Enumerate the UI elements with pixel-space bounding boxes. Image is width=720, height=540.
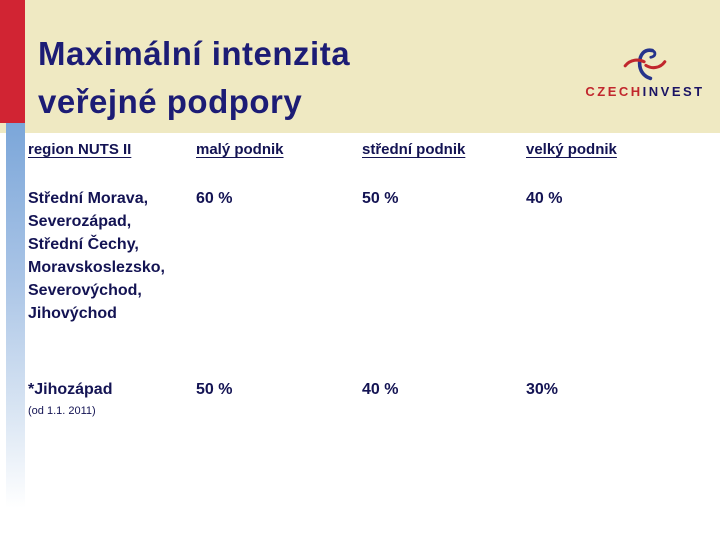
czechinvest-logo-text: CZECHINVEST [585,84,705,99]
value-velky-row1: 40 % [526,190,563,207]
header-region-nuts: region NUTS II [28,141,132,158]
region-line: Severozápad, [28,213,132,230]
value-maly-row1: 60 % [196,190,233,207]
value-stredni-row2: 40 % [362,381,399,398]
slide-title-line-1: Maximální intenzita [38,35,351,73]
czechinvest-logo: CZECHINVEST [585,46,705,99]
slide-title-line-2: veřejné podpory [38,83,303,121]
region-line: *Jihozápad [28,381,113,398]
region-line: Moravskoslezsko, [28,259,165,276]
value-velky-row2: 30% [526,381,559,398]
region-line: Střední Čechy, [28,236,139,253]
region-line: Jihovýchod [28,305,117,322]
logo-text-czech: CZECH [585,84,643,99]
header-velky-podnik: velký podnik [526,141,617,158]
region-line: Severovýchod, [28,282,142,299]
logo-text-invest: INVEST [642,84,705,99]
title-background-band [0,0,720,133]
table-header-row: region NUTS II malý podnik střední podni… [28,141,712,158]
table-row: *Jihozápad (od 1.1. 2011) 50 % 40 % 30% [28,378,712,418]
header-maly-podnik: malý podnik [196,141,284,158]
left-accent-bar-red [0,0,25,123]
region-list-cell: Střední Morava, Severozápad, Střední Čec… [28,187,196,325]
support-intensity-table: region NUTS II malý podnik střední podni… [28,141,712,418]
effective-date-footnote: (od 1.1. 2011) [28,405,96,417]
value-maly-row2: 50 % [196,381,233,398]
header-stredni-podnik: střední podnik [362,141,466,158]
region-jihozapad-cell: *Jihozápad (od 1.1. 2011) [28,378,196,418]
left-accent-bar-blue [6,123,25,508]
value-stredni-row1: 50 % [362,190,399,207]
slide-title: Maximální intenzita veřejné podpory [38,30,350,126]
czechinvest-swoosh-icon [623,48,667,81]
region-line: Střední Morava, [28,190,149,207]
table-row: Střední Morava, Severozápad, Střední Čec… [28,187,712,325]
